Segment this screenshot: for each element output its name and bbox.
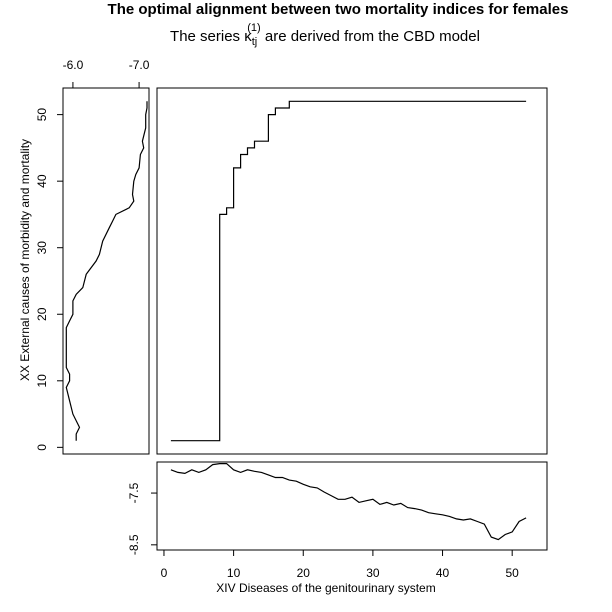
subtitle-suffix: are derived from the CBD model: [261, 28, 480, 45]
bottom-series-line: [170, 463, 527, 541]
subtitle-prefix: The series: [170, 28, 244, 45]
x-tick-label: 50: [505, 566, 519, 580]
left-series-line: [65, 101, 148, 441]
left-top-tick-label: -7.0: [129, 58, 150, 72]
bottom-left-tick-label: -7.5: [127, 482, 141, 503]
main-alignment-path: [170, 100, 527, 442]
subtitle-symbol: κ: [244, 28, 252, 45]
x-tick-label: 30: [366, 566, 380, 580]
chart-subtitle: The series κtj (1) are derived from the C…: [170, 22, 480, 48]
y-tick-label: 50: [35, 108, 49, 122]
bottom-panel-frame: [156, 461, 548, 551]
left-panel-frame: [62, 87, 150, 455]
x-tick-label: 0: [161, 566, 168, 580]
x-tick-label: 10: [227, 566, 241, 580]
y-tick-label: 30: [35, 241, 49, 255]
y-axis-label: XX External causes of morbidity and mort…: [18, 139, 32, 381]
y-tick-label: 40: [35, 174, 49, 188]
left-top-axis: -6.0 -7.0: [63, 58, 150, 89]
y-tick-label: 0: [35, 444, 49, 451]
subtitle-symbol-sup: (1): [247, 22, 260, 34]
x-axis-label: XIV Diseases of the genitourinary system: [216, 581, 435, 595]
chart-title: The optimal alignment between two mortal…: [108, 1, 569, 18]
x-tick-label: 40: [436, 566, 450, 580]
y-tick-label: 10: [35, 374, 49, 388]
y-tick-label: 20: [35, 307, 49, 321]
subtitle-symbol-sub: tj: [252, 36, 258, 48]
bottom-left-axis: -7.5 -8.5: [127, 482, 158, 555]
left-top-tick-label: -6.0: [63, 58, 84, 72]
y-axis: 0 10 20 30 40 50: [35, 108, 64, 451]
x-tick-label: 20: [297, 566, 311, 580]
x-axis: 0 10 20 30 40 50: [161, 549, 519, 580]
main-panel-frame: [156, 87, 548, 455]
bottom-left-tick-label: -8.5: [127, 534, 141, 555]
